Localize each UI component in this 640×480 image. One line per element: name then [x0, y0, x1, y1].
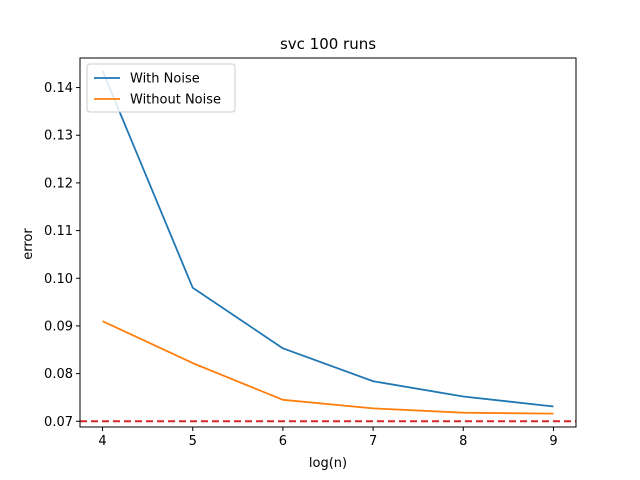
chart-title: svc 100 runs [280, 35, 376, 53]
legend-label-1: With Noise [130, 72, 200, 87]
y-axis-label: error [21, 228, 36, 260]
y-tick-label: 0.14 [44, 81, 73, 96]
y-tick-label: 0.12 [44, 176, 73, 191]
plot-area: 4 5 6 7 8 9 0.07 0.08 0.09 0.10 0.11 0.12 0.13 0.14 Wi… [44, 57, 577, 449]
x-axis-label: log(n) [309, 456, 347, 471]
x-tick-label: 5 [189, 434, 197, 449]
y-tick-label: 0.11 [44, 224, 73, 239]
x-tick-label: 7 [369, 434, 377, 449]
y-tick-label: 0.08 [44, 367, 73, 382]
x-tick-label: 4 [98, 434, 106, 449]
x-tick-label: 6 [279, 434, 287, 449]
y-tick-label: 0.10 [44, 272, 73, 287]
plot-frame [79, 57, 577, 428]
y-tick-label: 0.09 [44, 319, 73, 334]
x-tick-label: 9 [549, 434, 557, 449]
x-tick-label: 8 [459, 434, 467, 449]
y-tick-label: 0.07 [44, 415, 73, 430]
y-tick-label: 0.13 [44, 129, 73, 144]
legend-box [86, 63, 236, 113]
legend-label-2: Without Noise [130, 93, 221, 108]
series-line-1 [101, 70, 554, 408]
series-line-2 [102, 320, 554, 415]
